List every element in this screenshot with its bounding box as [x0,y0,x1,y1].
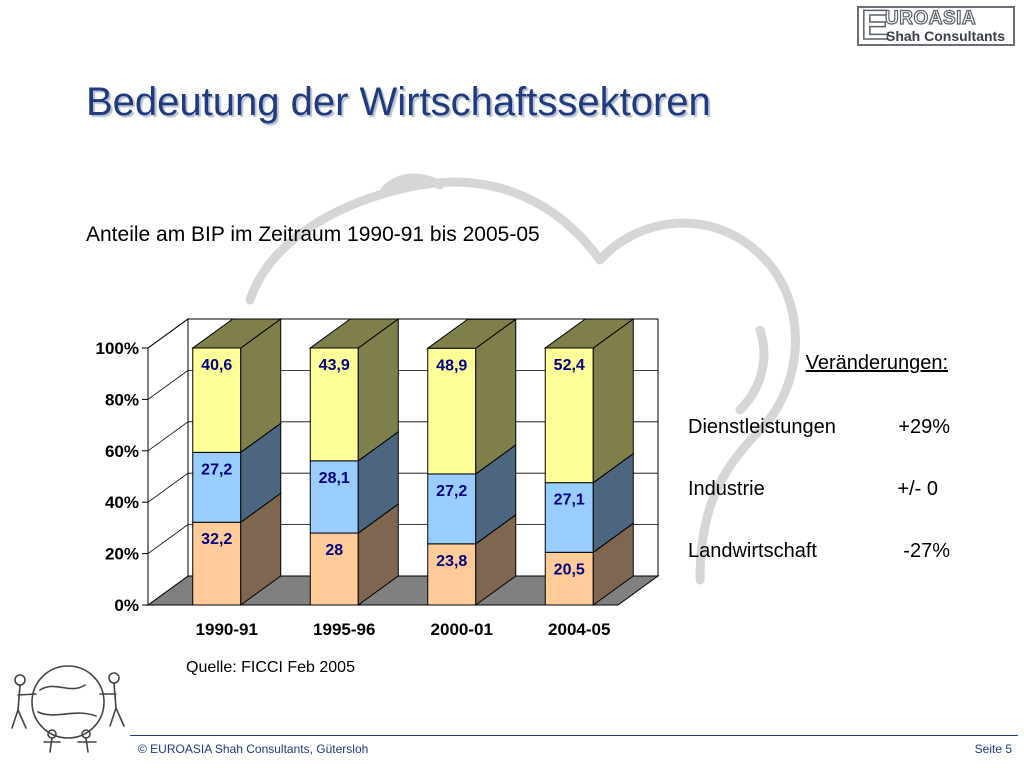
bar-segment [192,347,242,453]
logo-name: UROASIA [884,8,977,29]
y-tick-label: 0% [114,596,139,615]
bar-segment [309,532,359,606]
data-label: 40,6 [201,357,232,374]
bar-segment [427,543,477,606]
data-label: 28,1 [319,470,350,487]
gridline-side [147,370,189,400]
y-tick-label: 40% [105,493,139,512]
bar-segment [309,347,359,462]
x-tick-label: 1995-96 [313,620,375,639]
bar-segment [192,521,242,606]
data-label: 27,2 [436,483,467,500]
stacked-bar-chart: 0% 20% 40% 60% 80% 100% 32,2 27,2 40,6 1990-91 28 2… [96,318,660,639]
change-label: Landwirtschaft [688,540,817,562]
gridline-side [147,318,189,349]
data-label: 28 [325,542,343,559]
bar-top [308,318,400,349]
data-label: 23,8 [436,553,467,570]
data-label: 52,4 [554,357,585,374]
data-label: 48,9 [436,357,467,374]
bar-top [426,318,518,349]
bar-segment [192,451,242,523]
source-note: Quelle: FICCI Feb 2005 [186,659,355,676]
bar-top [543,318,635,349]
bar-top [191,318,283,349]
chart-side-wall [147,318,189,606]
x-tick-label: 1990-91 [196,620,258,639]
gridline-side [147,421,189,452]
change-value: +/- 0 [897,478,938,500]
x-tick-label: 2000-01 [431,620,493,639]
logo-letter: E [860,1,890,48]
data-label: 27,2 [201,461,232,478]
y-tick-label: 20% [105,545,139,564]
data-label: 43,9 [319,357,350,374]
chart-subtitle: Anteile am BIP im Zeitraum 1990-91 bis 2… [86,223,540,246]
x-tick-label: 2004-05 [548,620,610,639]
change-row-industry: Industrie +/- 0 [688,478,938,504]
change-value: -27% [903,540,950,562]
data-label: 27,1 [554,492,585,509]
y-tick-label: 80% [105,390,139,409]
changes-heading: Veränderungen: [805,352,948,374]
bar-segment [544,551,594,606]
gridline-side [147,524,189,554]
bar-segment [544,347,594,484]
logo-tagline: Shah Consultants [886,28,1006,44]
y-tick-label: 100% [96,339,139,358]
change-row-agriculture: Landwirtschaft -27% [688,540,950,566]
change-label: Industrie [688,478,765,500]
footer-divider [130,735,1018,736]
change-value: +29% [898,416,950,438]
data-label: 32,2 [201,531,232,548]
footer-page-number: Seite 5 [974,742,1012,756]
gridline-side [147,472,189,503]
footer-copyright: © EUROASIA Shah Consultants, Gütersloh [138,742,369,756]
y-tick-label: 60% [105,442,139,461]
euroasia-logo: E UROASIA Shah Consultants [857,1,1015,48]
bar-segment [544,482,594,553]
page-title: Bedeutung der Wirtschaftssektoren [86,80,711,124]
change-row-services: Dienstleistungen +29% [688,416,950,442]
data-label: 20,5 [554,561,585,578]
change-label: Dienstleistungen [688,416,836,438]
people-globe-illustration [11,665,125,753]
